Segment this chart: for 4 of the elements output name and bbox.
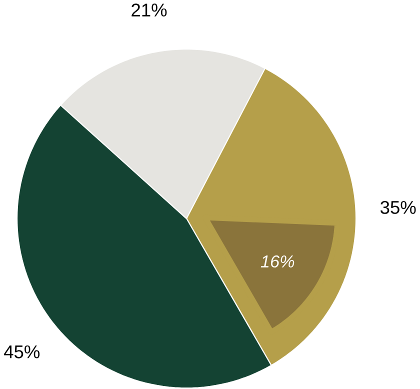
data-label: 21% xyxy=(132,4,167,17)
data-label: 35% xyxy=(380,201,416,214)
data-label: 16% xyxy=(260,256,294,268)
data-label: 45% xyxy=(4,346,40,359)
